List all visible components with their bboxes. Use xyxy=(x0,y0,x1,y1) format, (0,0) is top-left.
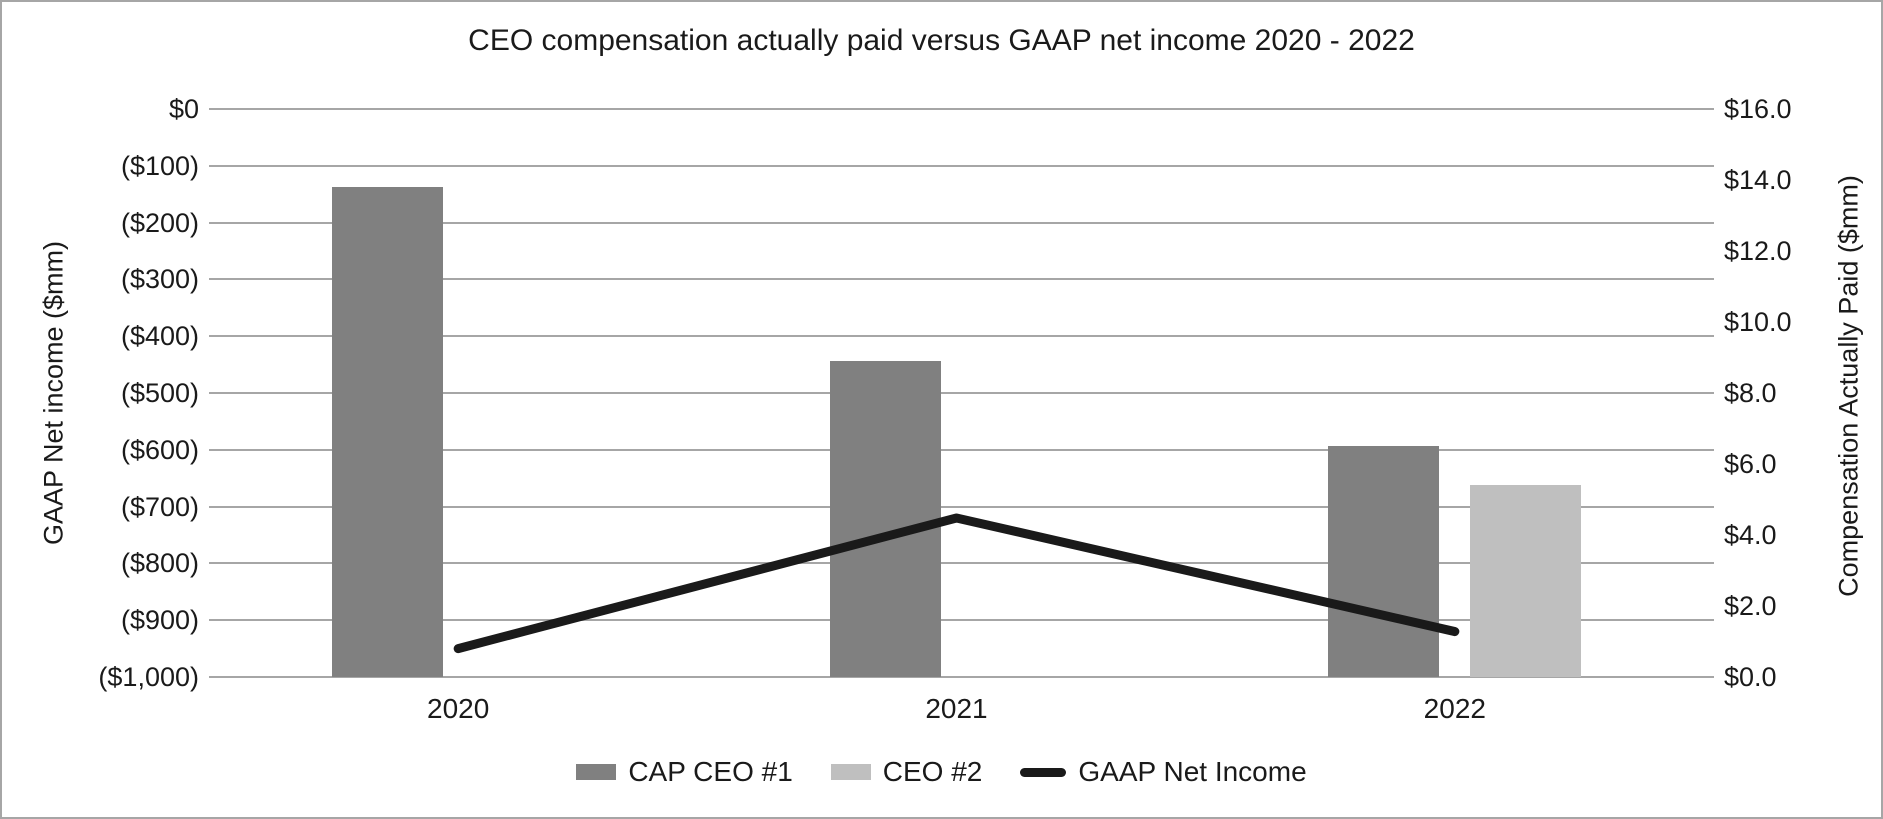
left-tick-label: ($500) xyxy=(120,378,199,408)
legend-swatch-bar xyxy=(830,764,871,780)
right-tick-label: $16.0 xyxy=(1724,94,1792,124)
category-label: 2020 xyxy=(427,693,490,724)
left-tick-label: $0 xyxy=(168,94,199,124)
chart-title: CEO compensation actually paid versus GA… xyxy=(468,24,1415,57)
category-label: 2021 xyxy=(925,693,988,724)
left-tick-label: ($400) xyxy=(120,321,199,352)
gridline xyxy=(209,278,1714,281)
bar-ceo-2-2022 xyxy=(1470,485,1582,677)
left-tick-label: ($100) xyxy=(120,150,199,181)
line-gaap-net-income xyxy=(453,513,1460,654)
gridline xyxy=(209,505,1714,508)
legend-label: CAP CEO #1 xyxy=(628,756,793,787)
legend-item: CAP CEO #1 xyxy=(576,756,793,788)
gridline xyxy=(209,335,1714,338)
left-tick-label: ($1,000) xyxy=(98,662,199,692)
gridline xyxy=(209,108,1714,110)
gridline xyxy=(209,448,1714,451)
left-tick-label: ($700) xyxy=(120,491,199,522)
legend-label: GAAP Net Income xyxy=(1078,756,1307,787)
legend-swatch-bar xyxy=(576,764,617,780)
legend: CAP CEO #1 CEO #2 GAAP Net Income xyxy=(2,756,1881,788)
right-axis-title: Compensation Actually Paid ($mm) xyxy=(1833,175,1864,597)
legend-item: GAAP Net Income xyxy=(1020,756,1307,788)
right-tick-label: $12.0 xyxy=(1724,236,1792,266)
bar-cap-ceo-1-2020 xyxy=(331,187,443,677)
right-tick-label: $10.0 xyxy=(1724,307,1792,337)
legend-swatch-line xyxy=(1020,767,1067,777)
left-tick-label: ($800) xyxy=(120,548,199,579)
right-tick-label: $14.0 xyxy=(1724,165,1792,195)
bar-cap-ceo-1-2021 xyxy=(830,361,941,677)
left-tick-label: ($900) xyxy=(120,605,199,636)
gridline xyxy=(209,676,1714,678)
right-tick-label: $6.0 xyxy=(1724,449,1777,479)
bar-cap-ceo-1-2022 xyxy=(1328,446,1440,677)
gridline xyxy=(209,164,1714,167)
left-tick-label: ($200) xyxy=(120,207,199,238)
right-tick-label: $0.0 xyxy=(1724,662,1777,692)
legend-item: CEO #2 xyxy=(830,756,983,788)
right-tick-label: $8.0 xyxy=(1724,378,1777,408)
legend-label: CEO #2 xyxy=(882,756,983,787)
category-label: 2022 xyxy=(1423,693,1486,724)
left-tick-label: ($600) xyxy=(120,434,199,465)
gridline xyxy=(209,392,1714,394)
gridline xyxy=(209,221,1714,224)
right-tick-label: $2.0 xyxy=(1724,591,1777,621)
right-tick-label: $4.0 xyxy=(1724,520,1777,550)
left-tick-label: ($300) xyxy=(120,264,199,295)
